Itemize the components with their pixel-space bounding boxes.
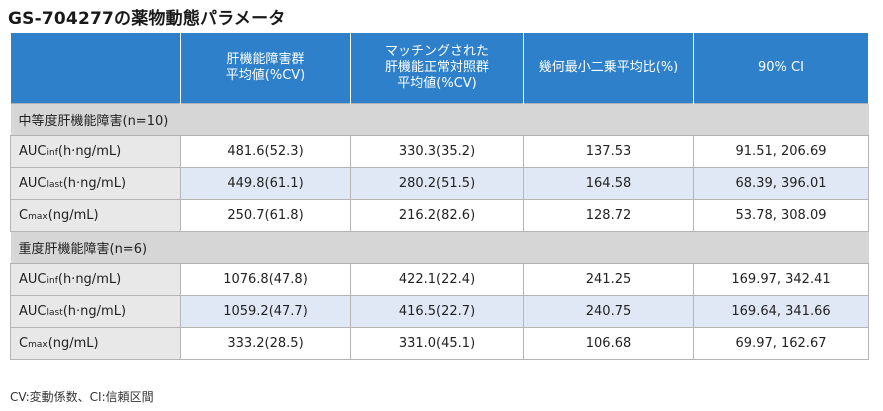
ratio-cell: 137.53 — [523, 135, 694, 168]
group-label: 中等度肝機能障害(n=10) — [10, 103, 869, 136]
header-ratio: 幾何最小二乗平均比(%) — [523, 33, 694, 104]
impaired-cell: 481.6(52.3) — [180, 135, 351, 168]
ratio-cell: 128.72 — [523, 199, 694, 232]
impaired-cell: 449.8(61.1) — [180, 167, 351, 200]
impaired-cell: 1059.2(47.7) — [180, 295, 351, 328]
ci-cell: 91.51, 206.69 — [693, 135, 869, 168]
ratio-cell: 241.25 — [523, 263, 694, 296]
param-cell: Cmax(ng/mL) — [10, 327, 181, 360]
pk-parameters-table: 肝機能障害群 平均値(%CV) マッチングされた 肝機能正常対照群 平均値(%C… — [10, 33, 869, 360]
table-row: AUClast(h·ng/mL) 449.8(61.1) 280.2(51.5)… — [10, 167, 869, 200]
table-row: AUCinf(h·ng/mL) 481.6(52.3) 330.3(35.2) … — [10, 135, 869, 168]
footnote: CV:変動係数、CI:信頼区間 — [10, 390, 154, 404]
header-control: マッチングされた 肝機能正常対照群 平均値(%CV) — [350, 33, 524, 104]
control-cell: 330.3(35.2) — [350, 135, 524, 168]
group-row-moderate: 中等度肝機能障害(n=10) — [10, 103, 869, 136]
control-cell: 416.5(22.7) — [350, 295, 524, 328]
impaired-cell: 333.2(28.5) — [180, 327, 351, 360]
ci-cell: 169.97, 342.41 — [693, 263, 869, 296]
control-cell: 331.0(45.1) — [350, 327, 524, 360]
param-cell: Cmax(ng/mL) — [10, 199, 181, 232]
ci-cell: 169.64, 341.66 — [693, 295, 869, 328]
header-ci: 90% CI — [693, 33, 869, 104]
group-label: 重度肝機能障害(n=6) — [10, 231, 869, 264]
table-row: Cmax(ng/mL) 250.7(61.8) 216.2(82.6) 128.… — [10, 199, 869, 232]
ci-cell: 53.78, 308.09 — [693, 199, 869, 232]
ci-cell: 68.39, 396.01 — [693, 167, 869, 200]
ratio-cell: 106.68 — [523, 327, 694, 360]
page-title: GS-704277の薬物動態パラメータ — [8, 9, 286, 29]
table-row: AUCinf(h·ng/mL) 1076.8(47.8) 422.1(22.4)… — [10, 263, 869, 296]
table-header-row: 肝機能障害群 平均値(%CV) マッチングされた 肝機能正常対照群 平均値(%C… — [10, 33, 869, 104]
control-cell: 422.1(22.4) — [350, 263, 524, 296]
control-cell: 280.2(51.5) — [350, 167, 524, 200]
param-cell: AUClast(h·ng/mL) — [10, 167, 181, 200]
table-row: Cmax(ng/mL) 333.2(28.5) 331.0(45.1) 106.… — [10, 327, 869, 360]
impaired-cell: 250.7(61.8) — [180, 199, 351, 232]
param-cell: AUCinf(h·ng/mL) — [10, 263, 181, 296]
ratio-cell: 164.58 — [523, 167, 694, 200]
table-row: AUClast(h·ng/mL) 1059.2(47.7) 416.5(22.7… — [10, 295, 869, 328]
ci-cell: 69.97, 162.67 — [693, 327, 869, 360]
ratio-cell: 240.75 — [523, 295, 694, 328]
header-corner — [10, 33, 181, 104]
header-impaired: 肝機能障害群 平均値(%CV) — [180, 33, 351, 104]
param-cell: AUCinf(h·ng/mL) — [10, 135, 181, 168]
group-row-severe: 重度肝機能障害(n=6) — [10, 231, 869, 264]
impaired-cell: 1076.8(47.8) — [180, 263, 351, 296]
control-cell: 216.2(82.6) — [350, 199, 524, 232]
param-cell: AUClast(h·ng/mL) — [10, 295, 181, 328]
